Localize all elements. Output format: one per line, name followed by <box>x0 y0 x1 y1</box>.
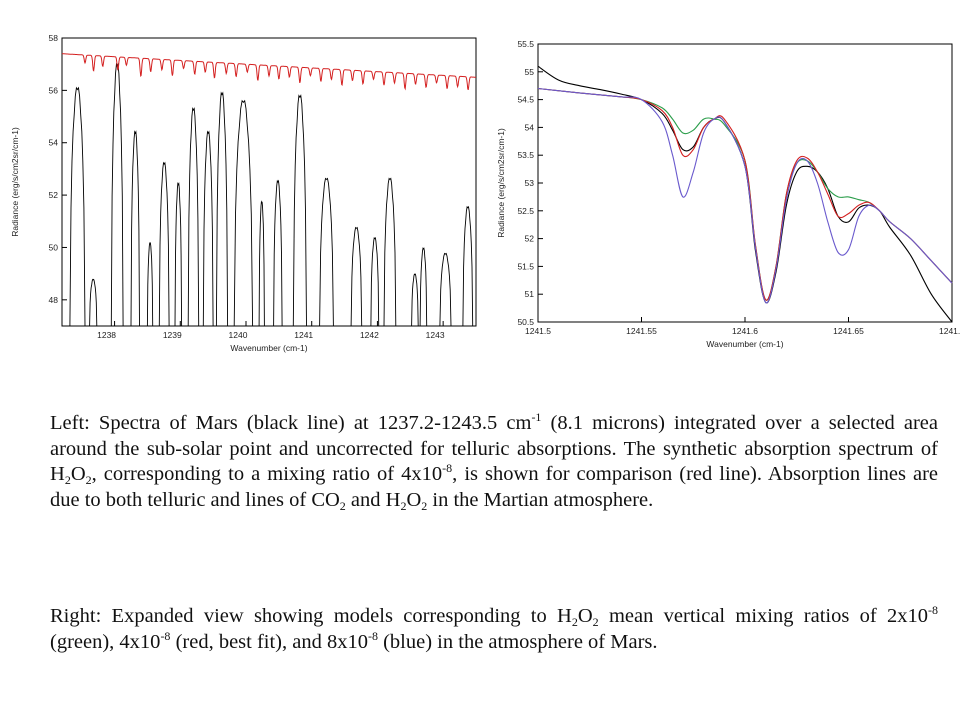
caption-subscript: 2 <box>85 473 92 488</box>
caption-text: (green), 4x10 <box>50 630 161 653</box>
caption-text: Left: Spectra of Mars (black line) at 12… <box>50 412 532 434</box>
caption-text: O <box>406 488 422 511</box>
y-axis-label: Radiance (erg/s/cm2sr/cm-1) <box>496 128 506 238</box>
caption-superscript: -8 <box>928 603 938 617</box>
caption-subscript: 2 <box>400 498 407 513</box>
y-tick-label: 52.5 <box>517 206 534 216</box>
caption-text: in the Martian atmosphere. <box>427 488 654 511</box>
caption-text: Right: Expanded view showing models corr… <box>50 605 572 627</box>
caption-superscript: -8 <box>160 628 171 643</box>
x-tick-label: 1242 <box>360 330 379 340</box>
caption-text: , corresponding to a mixing ratio of 4x1… <box>91 463 443 486</box>
caption-subscript: 2 <box>64 473 71 488</box>
plot-frame <box>61 37 477 327</box>
caption-text: , is shown for comparison (red line). Ab… <box>50 463 938 511</box>
y-tick-label: 53 <box>525 178 535 188</box>
x-tick-label: 1241.65 <box>833 326 864 336</box>
synthetic-h2o2-line <box>62 53 476 91</box>
y-tick-label: 48 <box>49 295 59 305</box>
x-tick-label: 1241.5 <box>525 326 551 336</box>
x-tick-label: 1241.7 <box>939 326 960 336</box>
caption-subscript: 2 <box>571 615 578 629</box>
caption-left: Left: Spectra of Mars (black line) at 12… <box>50 411 938 513</box>
caption-right: Right: Expanded view showing models corr… <box>50 604 938 655</box>
caption-text: O <box>577 605 593 627</box>
y-tick-label: 53.5 <box>517 150 534 160</box>
y-tick-label: 50.5 <box>517 317 534 327</box>
caption-text: (blue) in the atmosphere of Mars. <box>377 630 658 653</box>
y-tick-label: 50 <box>49 242 59 252</box>
caption-superscript: -1 <box>531 410 542 424</box>
x-axis-label: Wavenumber (cm-1) <box>706 339 783 349</box>
x-tick-label: 1241.6 <box>732 326 758 336</box>
y-tick-label: 54 <box>525 122 535 132</box>
caption-text: mean vertical mixing ratios of 2x10 <box>598 605 928 627</box>
plot-frame <box>537 43 953 323</box>
x-tick-label: 1241 <box>294 330 313 340</box>
x-tick-label: 1239 <box>163 330 182 340</box>
observed-spectrum-line <box>62 62 476 326</box>
caption-subscript: 2 <box>421 498 428 513</box>
y-tick-label: 56 <box>49 85 59 95</box>
caption-subscript: 2 <box>339 498 346 513</box>
x-tick-label: 1243 <box>426 330 445 340</box>
right-expanded-chart: 1241.5 1241.55 1241.6 1241.65 1241.7 50.5 51 51… <box>490 30 960 365</box>
caption-text: and H <box>345 488 401 511</box>
y-tick-label: 54 <box>49 138 59 148</box>
caption-text: O <box>70 463 86 486</box>
y-tick-label: 51 <box>525 289 535 299</box>
y-tick-label: 52 <box>525 234 535 244</box>
x-tick-label: 1240 <box>229 330 248 340</box>
x-tick-label: 1238 <box>97 330 116 340</box>
caption-text: (8.1 microns) integrated over a selected… <box>50 412 939 486</box>
caption-superscript: -8 <box>442 461 453 476</box>
left-chart-svg: 1238 1239 1240 1241 1242 1243 48 50 52 54 56 58 Wave… <box>10 33 477 353</box>
model-8e-8-blue-line <box>537 87 953 304</box>
caption-superscript: -8 <box>367 628 378 643</box>
y-tick-label: 54.5 <box>517 95 534 105</box>
y-tick-label: 58 <box>49 33 59 43</box>
right-chart-svg: 1241.5 1241.55 1241.6 1241.65 1241.7 50.5 51 51… <box>496 39 960 349</box>
y-tick-label: 52 <box>49 190 59 200</box>
y-tick-label: 55.5 <box>517 39 534 49</box>
x-axis-label: Wavenumber (cm-1) <box>230 343 307 353</box>
y-axis-label: Radiance (erg/s/cm2sr/cm-1) <box>10 127 20 237</box>
y-tick-label: 51.5 <box>517 261 534 271</box>
caption-subscript: 2 <box>592 615 599 629</box>
x-tick-label: 1241.55 <box>626 326 657 336</box>
y-tick-label: 55 <box>525 67 535 77</box>
left-spectrum-chart: 1238 1239 1240 1241 1242 1243 48 50 52 54 56 58 Wave… <box>0 20 490 365</box>
caption-text: (red, best fit), and 8x10 <box>170 630 368 653</box>
